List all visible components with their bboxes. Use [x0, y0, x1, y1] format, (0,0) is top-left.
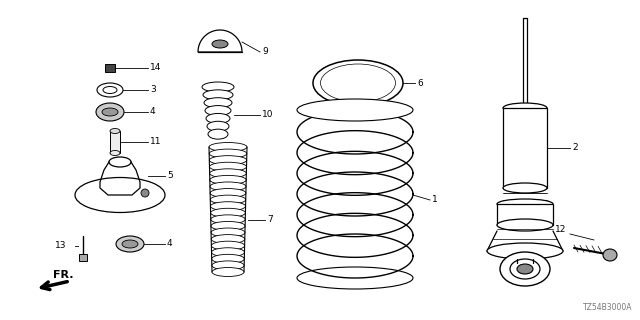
- Ellipse shape: [503, 103, 547, 113]
- Text: 2: 2: [572, 143, 578, 153]
- Ellipse shape: [210, 175, 246, 184]
- Ellipse shape: [97, 83, 123, 97]
- Ellipse shape: [204, 98, 232, 108]
- Text: 9: 9: [262, 47, 268, 57]
- Ellipse shape: [211, 202, 246, 211]
- Ellipse shape: [212, 268, 244, 276]
- Ellipse shape: [510, 259, 540, 279]
- Ellipse shape: [103, 86, 117, 93]
- Ellipse shape: [487, 243, 563, 259]
- Bar: [497, 204, 553, 225]
- Text: 11: 11: [150, 138, 161, 147]
- Ellipse shape: [209, 149, 247, 158]
- Ellipse shape: [208, 129, 228, 139]
- Text: 13: 13: [55, 242, 67, 251]
- Ellipse shape: [321, 64, 396, 102]
- Ellipse shape: [211, 215, 245, 224]
- Ellipse shape: [500, 252, 550, 286]
- Ellipse shape: [313, 60, 403, 106]
- Ellipse shape: [110, 150, 120, 156]
- Text: FR.: FR.: [53, 270, 74, 280]
- Text: 6: 6: [417, 78, 423, 87]
- Text: 10: 10: [262, 110, 273, 119]
- Ellipse shape: [122, 240, 138, 248]
- Ellipse shape: [212, 40, 228, 48]
- Ellipse shape: [206, 113, 230, 124]
- Ellipse shape: [212, 254, 244, 263]
- Ellipse shape: [209, 142, 247, 151]
- Ellipse shape: [211, 221, 245, 230]
- Ellipse shape: [297, 99, 413, 121]
- Ellipse shape: [205, 106, 231, 116]
- Ellipse shape: [110, 129, 120, 133]
- Text: 3: 3: [150, 85, 156, 94]
- Text: 4: 4: [150, 108, 156, 116]
- Bar: [79, 254, 87, 261]
- Ellipse shape: [211, 208, 245, 217]
- Text: 14: 14: [150, 63, 161, 73]
- Ellipse shape: [211, 228, 245, 237]
- Bar: [503, 108, 547, 188]
- Ellipse shape: [503, 183, 547, 193]
- Ellipse shape: [211, 195, 246, 204]
- Ellipse shape: [102, 108, 118, 116]
- Text: 5: 5: [167, 172, 173, 180]
- Text: 7: 7: [267, 215, 273, 225]
- Ellipse shape: [210, 188, 246, 197]
- Ellipse shape: [75, 178, 165, 212]
- Ellipse shape: [212, 248, 244, 257]
- Ellipse shape: [116, 236, 144, 252]
- Ellipse shape: [497, 199, 553, 209]
- Ellipse shape: [210, 169, 246, 178]
- Bar: [105, 64, 115, 72]
- Ellipse shape: [211, 241, 244, 250]
- Ellipse shape: [297, 267, 413, 289]
- Ellipse shape: [497, 219, 553, 231]
- Ellipse shape: [109, 157, 131, 167]
- Ellipse shape: [211, 235, 244, 244]
- Text: 1: 1: [432, 196, 438, 204]
- Ellipse shape: [517, 264, 533, 274]
- Ellipse shape: [328, 68, 388, 98]
- Ellipse shape: [210, 182, 246, 191]
- Circle shape: [141, 189, 149, 197]
- Ellipse shape: [96, 103, 124, 121]
- Text: 4: 4: [167, 239, 173, 249]
- Ellipse shape: [202, 82, 234, 92]
- Text: TZ54B3000A: TZ54B3000A: [582, 303, 632, 312]
- Ellipse shape: [207, 121, 229, 131]
- Ellipse shape: [209, 162, 246, 171]
- Polygon shape: [198, 30, 242, 52]
- Text: 12: 12: [555, 226, 566, 235]
- Bar: [110, 131, 120, 153]
- Ellipse shape: [203, 90, 233, 100]
- Ellipse shape: [209, 156, 246, 165]
- Ellipse shape: [603, 249, 617, 261]
- Ellipse shape: [212, 261, 244, 270]
